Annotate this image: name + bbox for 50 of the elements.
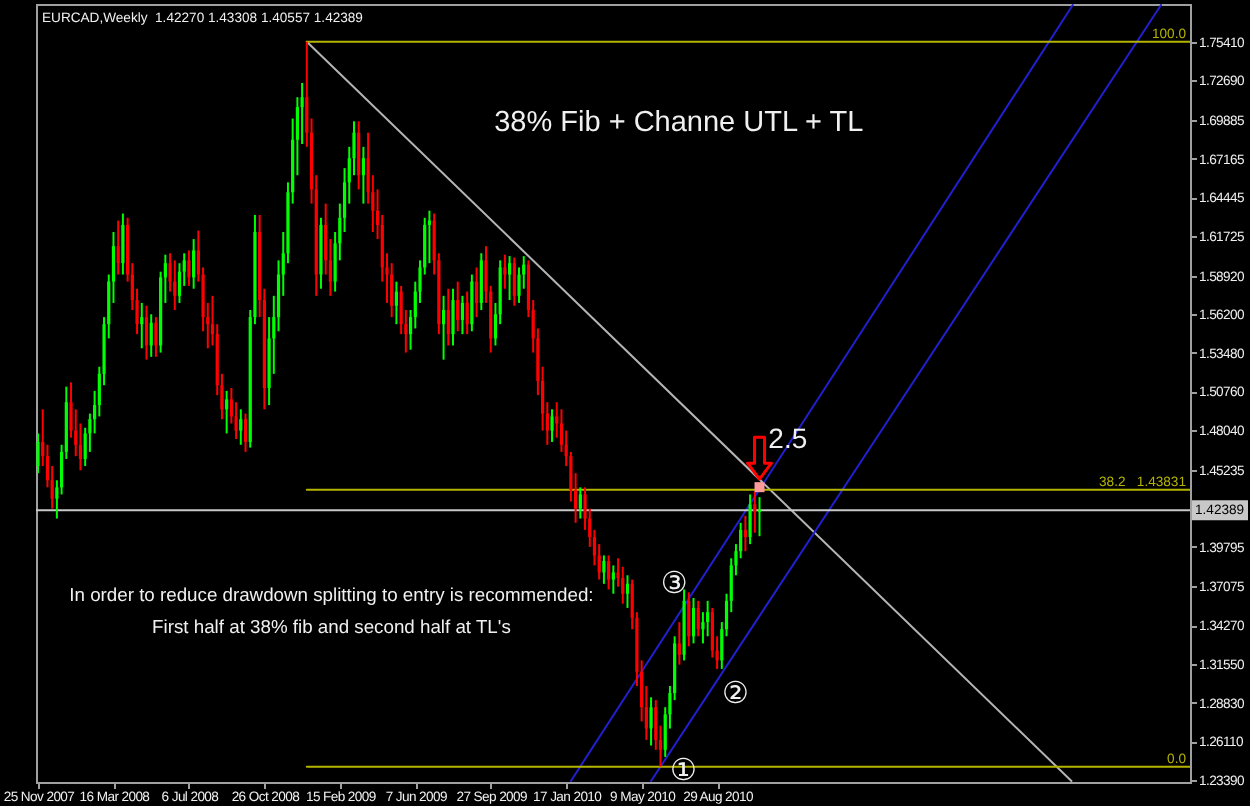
candlestick xyxy=(460,294,465,336)
candlestick xyxy=(677,621,681,666)
candlestick xyxy=(611,564,615,595)
candlestick xyxy=(503,253,507,290)
candlestick xyxy=(116,219,120,276)
annotation: 38% Fib + Channe UTL + TL xyxy=(494,107,864,140)
candlestick xyxy=(357,120,361,191)
candlestick xyxy=(173,259,177,312)
candlestick xyxy=(187,249,191,287)
candlestick xyxy=(456,280,460,333)
candlestick xyxy=(696,599,700,638)
annotation: In order to reduce drawdown splitting to entry is recommended: xyxy=(69,583,594,606)
candlestick xyxy=(470,273,474,333)
candlestick xyxy=(691,597,696,645)
candlestick xyxy=(507,255,512,302)
candlestick xyxy=(192,238,196,290)
candlestick xyxy=(225,389,229,435)
candlestick xyxy=(512,256,516,307)
candlestick xyxy=(757,496,762,538)
candlestick xyxy=(753,490,757,534)
candlestick xyxy=(239,408,243,446)
annotation: ② xyxy=(721,676,749,711)
candlestick xyxy=(36,432,40,475)
candlestick xyxy=(649,696,653,747)
candlestick xyxy=(465,290,469,336)
candlestick xyxy=(621,565,625,605)
candlestick xyxy=(144,304,149,361)
candlestick xyxy=(154,316,158,358)
candlestick xyxy=(607,554,611,591)
candlestick xyxy=(474,266,479,319)
candlestick xyxy=(243,412,248,453)
candlestick xyxy=(479,252,483,312)
annotation: ③ xyxy=(660,566,688,601)
candlestick xyxy=(121,212,125,276)
candlestick xyxy=(394,280,399,326)
candlestick xyxy=(743,514,747,553)
candlestick xyxy=(451,287,455,347)
candlestick xyxy=(687,591,691,648)
candlestick xyxy=(441,294,446,361)
candlestick xyxy=(578,486,582,520)
candlestick xyxy=(625,574,630,609)
candlestick xyxy=(361,145,365,205)
candlestick xyxy=(446,287,450,347)
candlestick xyxy=(706,599,710,638)
candlestick xyxy=(140,301,144,350)
annotation: First half at 38% fib and second half at TL's xyxy=(152,615,512,638)
candlestick xyxy=(602,554,606,585)
candlestick xyxy=(748,493,752,546)
candlestick xyxy=(149,313,153,358)
candlestick xyxy=(550,408,554,443)
